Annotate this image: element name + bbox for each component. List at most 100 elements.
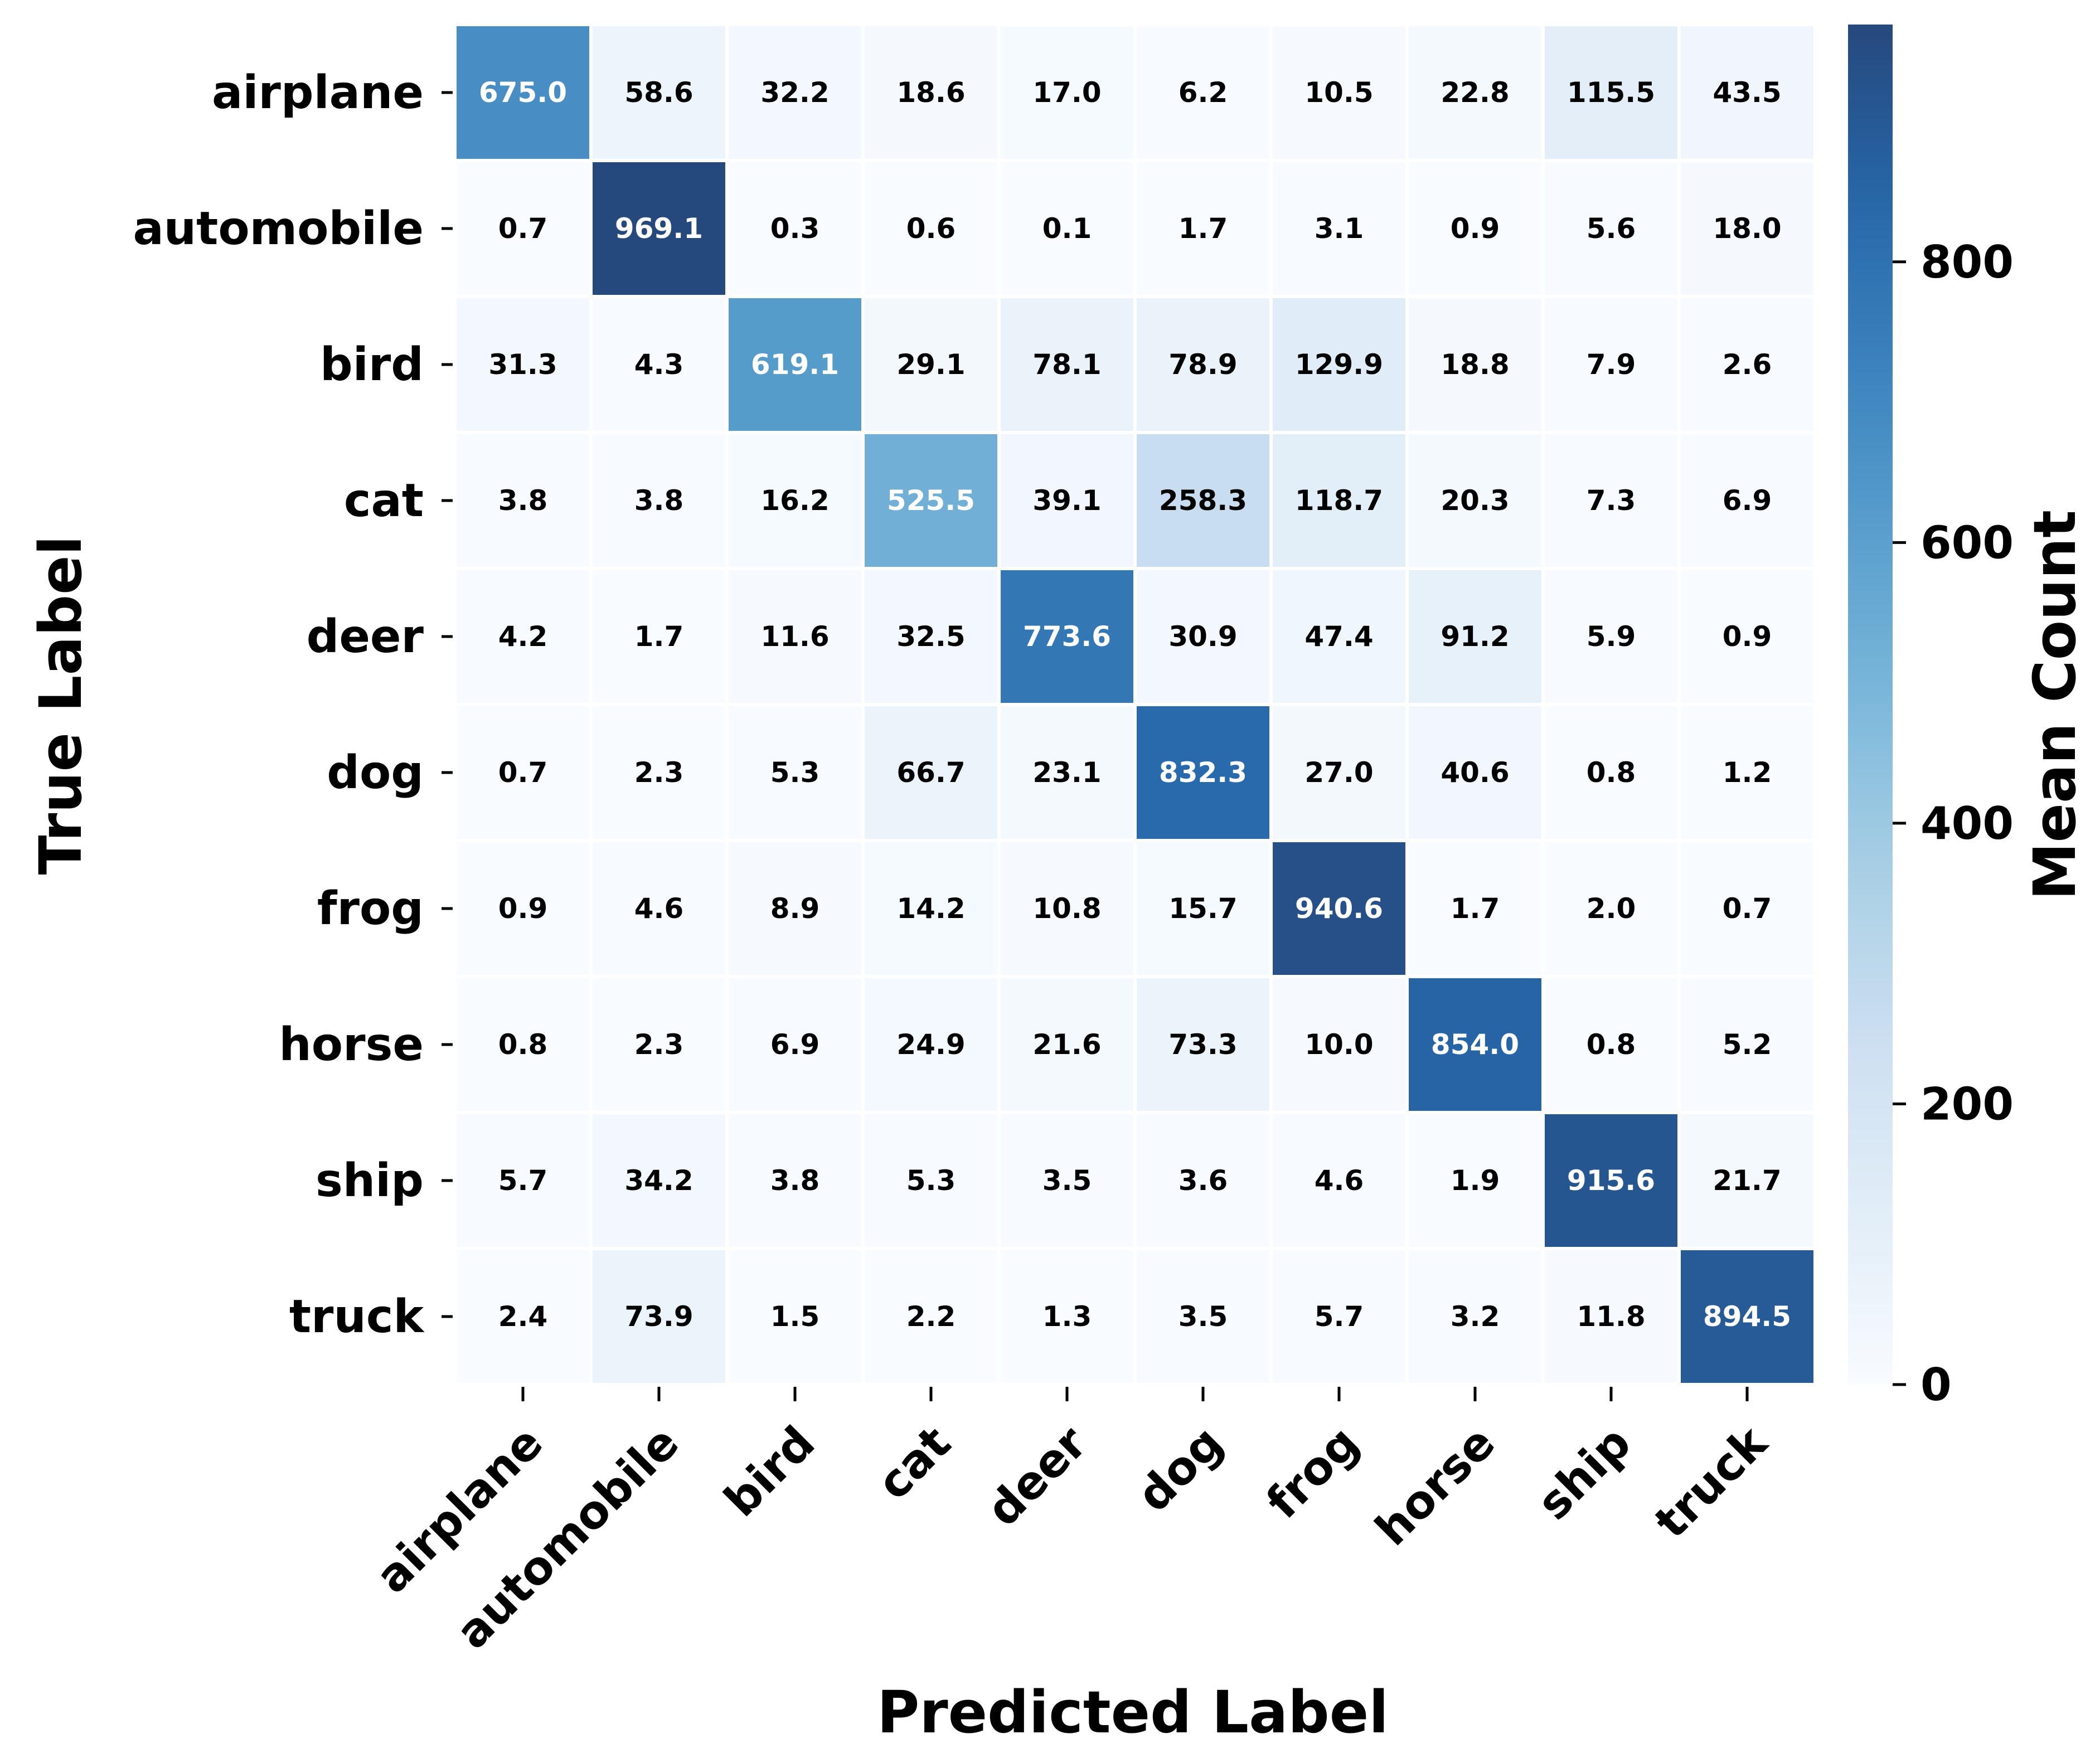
heatmap-cell: [453, 295, 593, 434]
cell-value-label: 91.2: [1441, 620, 1509, 653]
colorbar-tick-label: 800: [1920, 236, 2014, 288]
cell-value-label: 915.6: [1567, 1164, 1655, 1197]
colorbar-tick-label: 400: [1920, 798, 2014, 849]
cell-value-label: 258.3: [1159, 484, 1247, 517]
cell-value-label: 34.2: [624, 1164, 693, 1197]
x-tick-label: cat: [867, 1416, 961, 1510]
cell-value-label: 73.9: [624, 1300, 693, 1333]
y-tick-label: frog: [317, 882, 424, 935]
cell-value-label: 1.7: [634, 620, 684, 653]
cell-value-label: 5.7: [498, 1164, 548, 1197]
cell-value-label: 18.6: [896, 76, 965, 109]
cell-value-label: 8.9: [770, 892, 820, 925]
heatmap-cell: [725, 1111, 865, 1250]
cell-value-label: 1.3: [1042, 1300, 1092, 1333]
heatmap-cell: [453, 839, 593, 978]
cell-value-label: 23.1: [1032, 756, 1101, 789]
heatmap-cell: [589, 567, 729, 706]
cell-value-label: 969.1: [615, 212, 703, 245]
cell-value-label: 3.8: [770, 1164, 820, 1197]
cell-value-label: 6.9: [1723, 484, 1772, 517]
cell-value-label: 4.6: [634, 892, 684, 925]
cell-value-label: 18.8: [1441, 348, 1509, 381]
x-tick-label: truck: [1645, 1415, 1778, 1548]
cell-value-label: 894.5: [1703, 1300, 1791, 1333]
cell-value-label: 14.2: [896, 892, 965, 925]
cell-value-label: 29.1: [896, 348, 965, 381]
heatmap-cell: [861, 839, 1001, 978]
heatmap-cell: [1677, 1247, 1817, 1386]
heatmap-cell: [453, 23, 593, 162]
heatmap-cell: [589, 159, 729, 298]
heatmap-cell: [1541, 839, 1681, 978]
y-tick-label: automobile: [133, 202, 424, 255]
heatmap-cell: [1269, 839, 1409, 978]
heatmap-cell: [1269, 295, 1409, 434]
heatmap-cell: [1541, 703, 1681, 842]
cell-value-label: 78.9: [1168, 348, 1237, 381]
heatmap-cell: [1405, 975, 1545, 1114]
heatmap-cell: [453, 1247, 593, 1386]
cell-value-label: 32.2: [760, 76, 829, 109]
cell-value-label: 11.8: [1577, 1300, 1645, 1333]
heatmap-cell: [1269, 159, 1409, 298]
heatmap-cell: [1405, 23, 1545, 162]
cell-value-label: 0.7: [498, 212, 548, 245]
heatmap-cell: [861, 975, 1001, 1114]
cell-value-label: 115.5: [1567, 76, 1655, 109]
y-tick-label: truck: [289, 1290, 425, 1343]
heatmap-cell: [725, 975, 865, 1114]
cell-value-label: 4.3: [634, 348, 684, 381]
cell-value-label: 22.8: [1441, 76, 1509, 109]
cell-value-label: 66.7: [896, 756, 965, 789]
cell-value-label: 7.3: [1587, 484, 1636, 517]
heatmap-cell: [1677, 1111, 1817, 1250]
heatmap-cell: [1677, 295, 1817, 434]
cell-value-label: 6.9: [770, 1028, 820, 1061]
cell-value-label: 2.3: [634, 1028, 684, 1061]
cell-value-label: 3.8: [634, 484, 684, 517]
heatmap-cell: [1677, 159, 1817, 298]
cell-value-label: 525.5: [887, 484, 975, 517]
heatmap-cell: [997, 975, 1137, 1114]
cell-value-label: 5.9: [1587, 620, 1636, 653]
heatmap-cell: [861, 159, 1001, 298]
cell-value-label: 24.9: [896, 1028, 965, 1061]
cell-value-label: 619.1: [751, 348, 839, 381]
heatmap-cell: [1677, 431, 1817, 570]
cell-value-label: 27.0: [1304, 756, 1373, 789]
cell-value-label: 10.5: [1304, 76, 1373, 109]
cell-value-label: 0.9: [1451, 212, 1500, 245]
cell-value-label: 0.3: [770, 212, 820, 245]
heatmap-cell: [1541, 295, 1681, 434]
heatmap-cell: [725, 295, 865, 434]
cell-value-label: 675.0: [479, 76, 567, 109]
cell-value-label: 1.7: [1178, 212, 1228, 245]
cell-value-label: 3.6: [1178, 1164, 1228, 1197]
cell-value-label: 0.6: [906, 212, 956, 245]
heatmap-cell: [1133, 839, 1273, 978]
cell-value-label: 0.7: [1723, 892, 1772, 925]
cell-value-label: 4.6: [1315, 1164, 1364, 1197]
cell-value-label: 5.6: [1587, 212, 1636, 245]
cell-value-label: 17.0: [1032, 76, 1101, 109]
heatmap-cell: [453, 703, 593, 842]
heatmap-cell: [1405, 159, 1545, 298]
cell-value-label: 0.8: [1587, 1028, 1636, 1061]
cell-value-label: 0.8: [1587, 756, 1636, 789]
heatmap-cell: [1541, 567, 1681, 706]
heatmap-cell: [861, 703, 1001, 842]
heatmap-cell: [861, 1111, 1001, 1250]
colorbar-label: Mean Count: [2021, 510, 2089, 900]
heatmap-cell: [1541, 975, 1681, 1114]
y-tick-label: airplane: [212, 66, 424, 119]
cell-value-label: 2.2: [906, 1300, 956, 1333]
cell-value-label: 30.9: [1168, 620, 1237, 653]
heatmap-cell: [589, 975, 729, 1114]
cell-value-label: 4.2: [498, 620, 548, 653]
heatmap-cell: [1133, 159, 1273, 298]
cell-value-label: 129.9: [1295, 348, 1383, 381]
heatmap-cell: [589, 295, 729, 434]
y-tick-label: horse: [279, 1018, 424, 1071]
